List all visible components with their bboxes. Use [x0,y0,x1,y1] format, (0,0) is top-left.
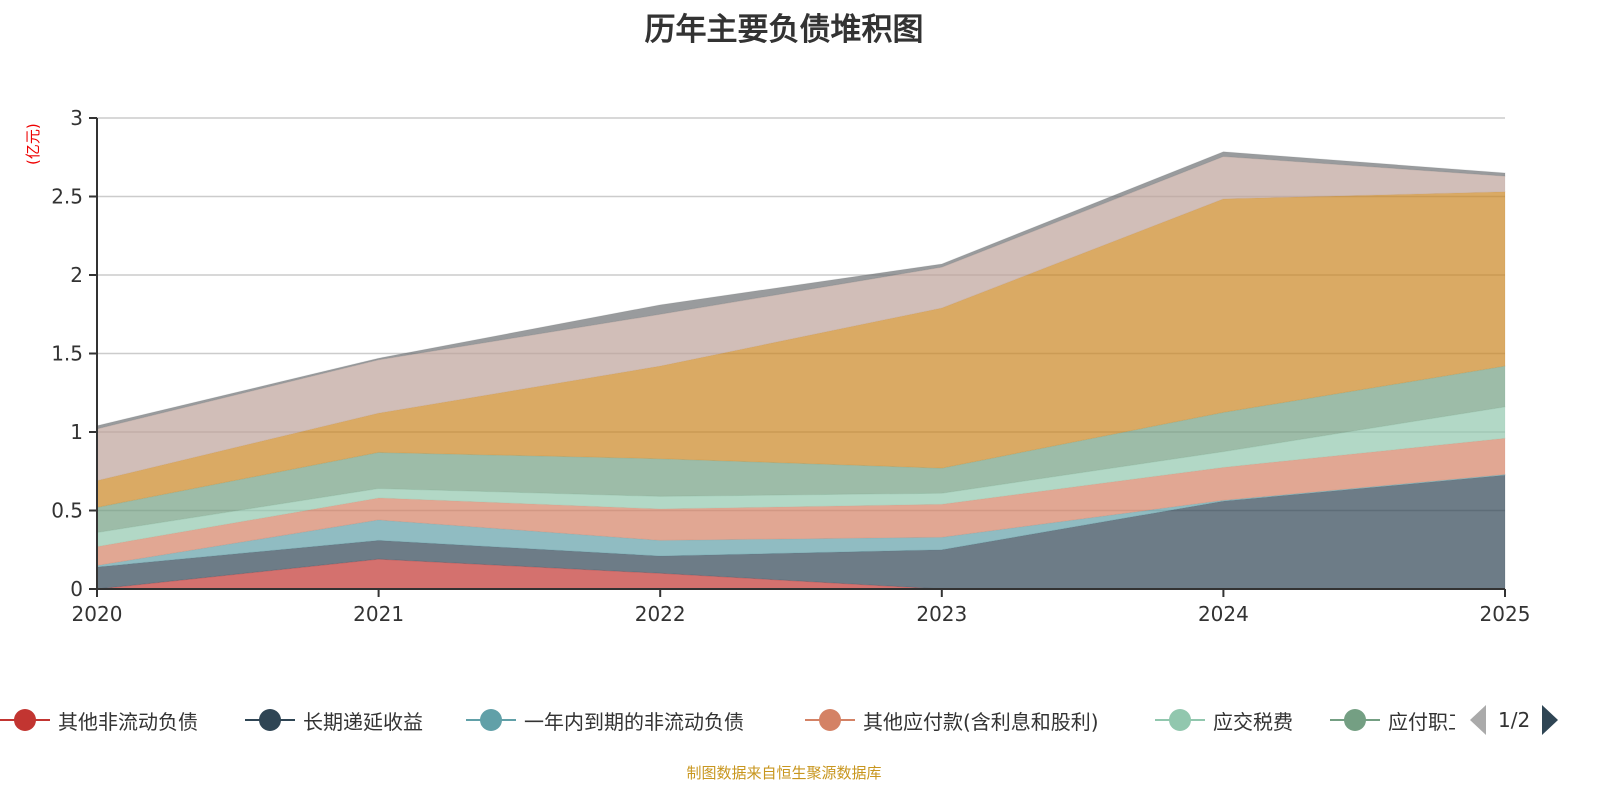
triangle-right-icon[interactable] [1542,705,1559,735]
legend-marker-icon [245,704,295,736]
y-tick-label: 1.5 [51,342,83,366]
legend-label: 其他应付款(含利息和股利) [863,709,1099,734]
area-series-8[interactable] [96,151,1506,430]
legend-marker-icon [1330,704,1380,736]
legend-item[interactable]: 其他非流动负债 [0,704,198,736]
legend-label: 应交税费 [1213,709,1293,734]
legend-marker-icon [1155,704,1205,736]
legend-label: 长期递延收益 [303,709,423,734]
legend-marker-icon [0,704,50,736]
triangle-left-icon[interactable] [1470,705,1486,735]
legend-item[interactable]: 长期递延收益 [245,704,423,736]
y-tick-label: 0 [70,577,83,601]
legend-item[interactable]: 其他应付款(含利息和股利) [805,704,1099,736]
chart-title: 历年主要负债堆积图 [644,12,924,48]
area-series [96,151,1506,590]
legend-item[interactable]: 应交税费 [1155,704,1293,736]
stacked-area-chart: 0 0.5 1 1.5 2 2.5 3 2020 2021 2022 2023 2024 2025 [51,106,1530,626]
legend-marker-icon [805,704,855,736]
y-tick-label: 2 [70,263,83,287]
legend-item[interactable]: 应付职工薪酬 [1330,704,1455,736]
legend-label: 应付职工薪酬 [1388,709,1455,734]
legend-label: 一年内到期的非流动负债 [524,709,744,734]
y-tick-label: 1 [70,420,83,444]
x-tick-label: 2021 [353,602,404,626]
legend-marker-icon [466,704,516,736]
x-tick-label: 2022 [635,602,686,626]
x-tick-label: 2023 [916,602,967,626]
x-tick-label: 2020 [72,602,123,626]
legend-page-indicator: 1/2 [1498,708,1531,732]
x-tick-label: 2024 [1198,602,1249,626]
axes: 0 0.5 1 1.5 2 2.5 3 2020 2021 2022 2023 2024 2025 [51,106,1530,626]
legend-label: 其他非流动负债 [58,709,198,734]
legend: 其他非流动负债 长期递延收益 一年内到期的非流动负债 其他应付款(含利息和股利) 应交税… [0,704,1600,736]
y-tick-label: 0.5 [51,499,83,523]
legend-pager: 1/2 [1470,704,1559,736]
x-tick-label: 2025 [1480,602,1531,626]
y-tick-label: 3 [70,106,83,130]
y-tick-label: 2.5 [51,185,83,209]
legend-item[interactable]: 一年内到期的非流动负债 [466,704,744,736]
data-source-footer: 制图数据来自恒生聚源数据库 [686,764,882,782]
